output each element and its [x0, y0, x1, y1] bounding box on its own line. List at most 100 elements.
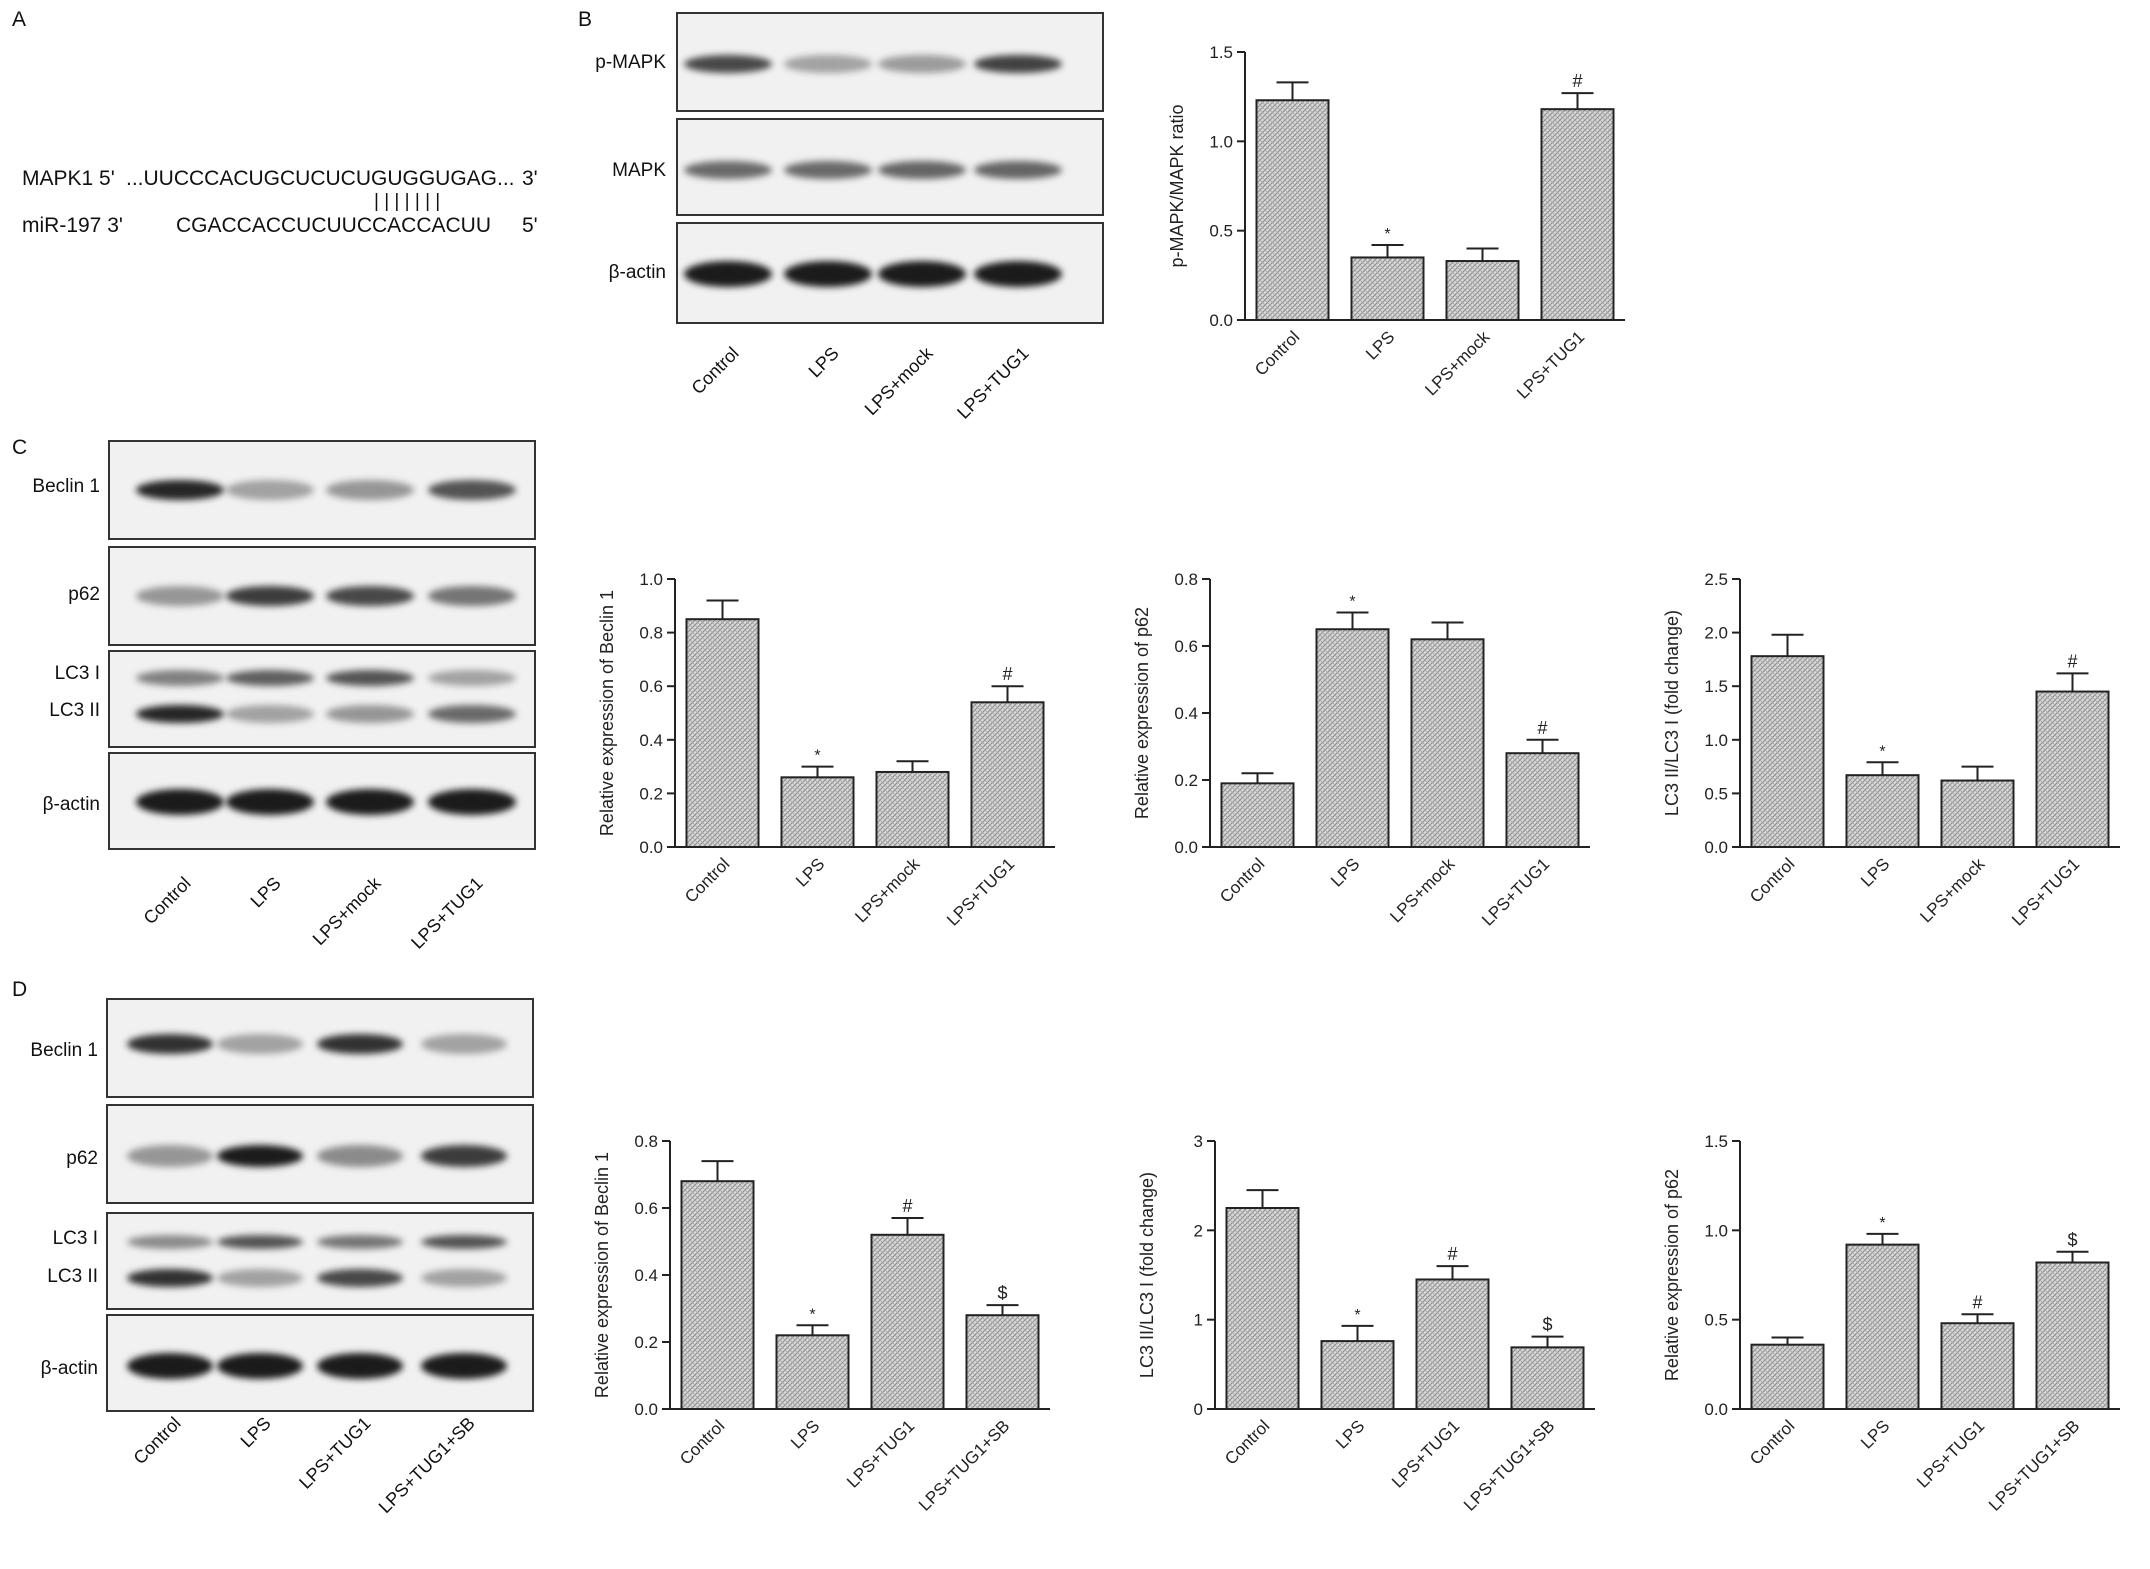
blot-band: [878, 161, 966, 179]
blot-band: [136, 705, 224, 723]
panel-letter-b: B: [578, 8, 593, 31]
blot-row-label: Beclin 1: [30, 1040, 98, 1061]
mir197-sequence: CGACCACCUCUUCCACCACUU: [176, 214, 492, 237]
x-tick-label: Control: [1216, 854, 1268, 906]
x-tick-label: LPS+TUG1+SB: [1460, 1416, 1558, 1514]
bar: [1540, 108, 1615, 321]
blot-band: [226, 670, 314, 686]
y-tick-label: 0.0: [1209, 311, 1233, 330]
blot-strip: [108, 650, 536, 748]
significance-mark: *: [1879, 1215, 1885, 1232]
y-axis-label: Relative expression of Beclin 1: [592, 1152, 612, 1398]
mir197-label: miR-197 3': [22, 214, 123, 237]
blot-band: [784, 55, 872, 73]
blot-band: [317, 1034, 403, 1054]
blot-band: [317, 1235, 403, 1249]
blot-strip: [106, 998, 534, 1098]
bar: [1220, 782, 1295, 849]
bar: [965, 1314, 1040, 1410]
significance-mark: #: [1002, 664, 1012, 684]
y-tick-label: 2.0: [1704, 624, 1728, 643]
y-tick-label: 0.4: [634, 1266, 658, 1285]
x-tick-label: LPS+TUG1: [843, 1416, 918, 1491]
y-tick-label: 1.0: [1209, 132, 1233, 151]
blot-row-label: β-actin: [40, 1358, 98, 1379]
bar: [775, 1334, 850, 1410]
bar: [680, 1180, 755, 1411]
blot-band: [217, 1269, 303, 1287]
x-tick-label: LPS: [792, 854, 828, 890]
blot-band: [317, 1269, 403, 1287]
bar-chart-b: 0.0 0.5 1.0 1.5 p-MAPK/MAPK ratio Control * LPS…: [1167, 43, 1625, 403]
blot-lane-label: Control: [129, 1413, 185, 1469]
x-tick-label: LPS: [1327, 854, 1363, 890]
blot-band: [136, 670, 224, 686]
bar: [1315, 628, 1390, 848]
x-tick-label: LPS: [1857, 1416, 1893, 1452]
y-axis-label: Relative expression of p62: [1662, 1169, 1682, 1381]
blot-row-label: LC3 I: [52, 1228, 98, 1249]
significance-mark: *: [814, 748, 820, 765]
y-tick-label: 0.8: [1174, 570, 1198, 589]
bar: [1410, 638, 1485, 848]
blot-band: [428, 705, 516, 723]
significance-mark: #: [902, 1196, 912, 1216]
blot-band: [878, 55, 966, 73]
bar: [1940, 1322, 2015, 1411]
bar-chart-d-beclin1: 0.0 0.2 0.4 0.6 0.8 Relative expression of Be…: [592, 1132, 1050, 1515]
y-tick-label: 2.5: [1704, 570, 1728, 589]
blot-strip: [106, 1314, 534, 1412]
significance-mark: #: [1972, 1292, 1982, 1312]
significance-mark: $: [1542, 1315, 1552, 1335]
x-tick-label: Control: [676, 1416, 728, 1468]
y-tick-label: 0.8: [639, 624, 663, 643]
y-tick-label: 0.0: [1704, 838, 1728, 857]
blot-band: [326, 789, 414, 815]
blot-row-label: p62: [66, 1148, 98, 1169]
significance-mark: *: [1384, 226, 1390, 243]
bar: [1255, 99, 1330, 321]
blot-strip: [676, 12, 1104, 112]
y-tick-label: 1.5: [1209, 43, 1233, 62]
bar: [1750, 1343, 1825, 1410]
significance-mark: $: [2067, 1230, 2077, 1250]
significance-mark: #: [1447, 1244, 1457, 1264]
significance-mark: $: [997, 1283, 1007, 1303]
y-axis-label: p-MAPK/MAPK ratio: [1167, 104, 1187, 267]
blot-band: [317, 1145, 403, 1167]
x-tick-label: LPS: [1332, 1416, 1368, 1452]
y-axis-label: Relative expression of p62: [1132, 607, 1152, 819]
bar: [1845, 774, 1920, 848]
significance-mark: *: [809, 1306, 815, 1323]
x-tick-label: Control: [1746, 1416, 1798, 1468]
bar: [1350, 256, 1425, 321]
bar: [1320, 1340, 1395, 1411]
blot-band: [217, 1145, 303, 1167]
y-tick-label: 0.4: [1174, 704, 1198, 723]
mir197-end: 5': [522, 214, 538, 237]
significance-mark: *: [1354, 1307, 1360, 1324]
panel-letter-d: D: [12, 978, 28, 1001]
blot-band: [684, 261, 772, 287]
blot-strip: [676, 118, 1104, 216]
blot-band: [784, 161, 872, 179]
blot-band: [127, 1034, 213, 1054]
bar: [875, 770, 950, 849]
y-tick-label: 0.6: [634, 1199, 658, 1218]
blot-row-label: LC3 I: [54, 663, 100, 684]
x-tick-label: LPS+mock: [1421, 327, 1493, 399]
y-tick-label: 1.0: [639, 570, 663, 589]
blot-band: [326, 480, 414, 500]
blot-band: [428, 789, 516, 815]
mapk1-sequence: ...UUCCCACUGCUCUCUGUGGUGAG...: [126, 167, 515, 190]
blot-row-label: LC3 II: [49, 700, 100, 721]
bar: [685, 618, 760, 848]
x-tick-label: LPS+TUG1+SB: [1985, 1416, 2083, 1514]
y-tick-label: 0.4: [639, 731, 663, 750]
blot-band: [326, 670, 414, 686]
panel-letter-c: C: [12, 436, 28, 459]
bar: [2035, 1261, 2110, 1410]
x-tick-label: LPS+TUG1: [1913, 1416, 1988, 1491]
blot-band: [428, 670, 516, 686]
y-tick-label: 0.2: [1174, 771, 1198, 790]
